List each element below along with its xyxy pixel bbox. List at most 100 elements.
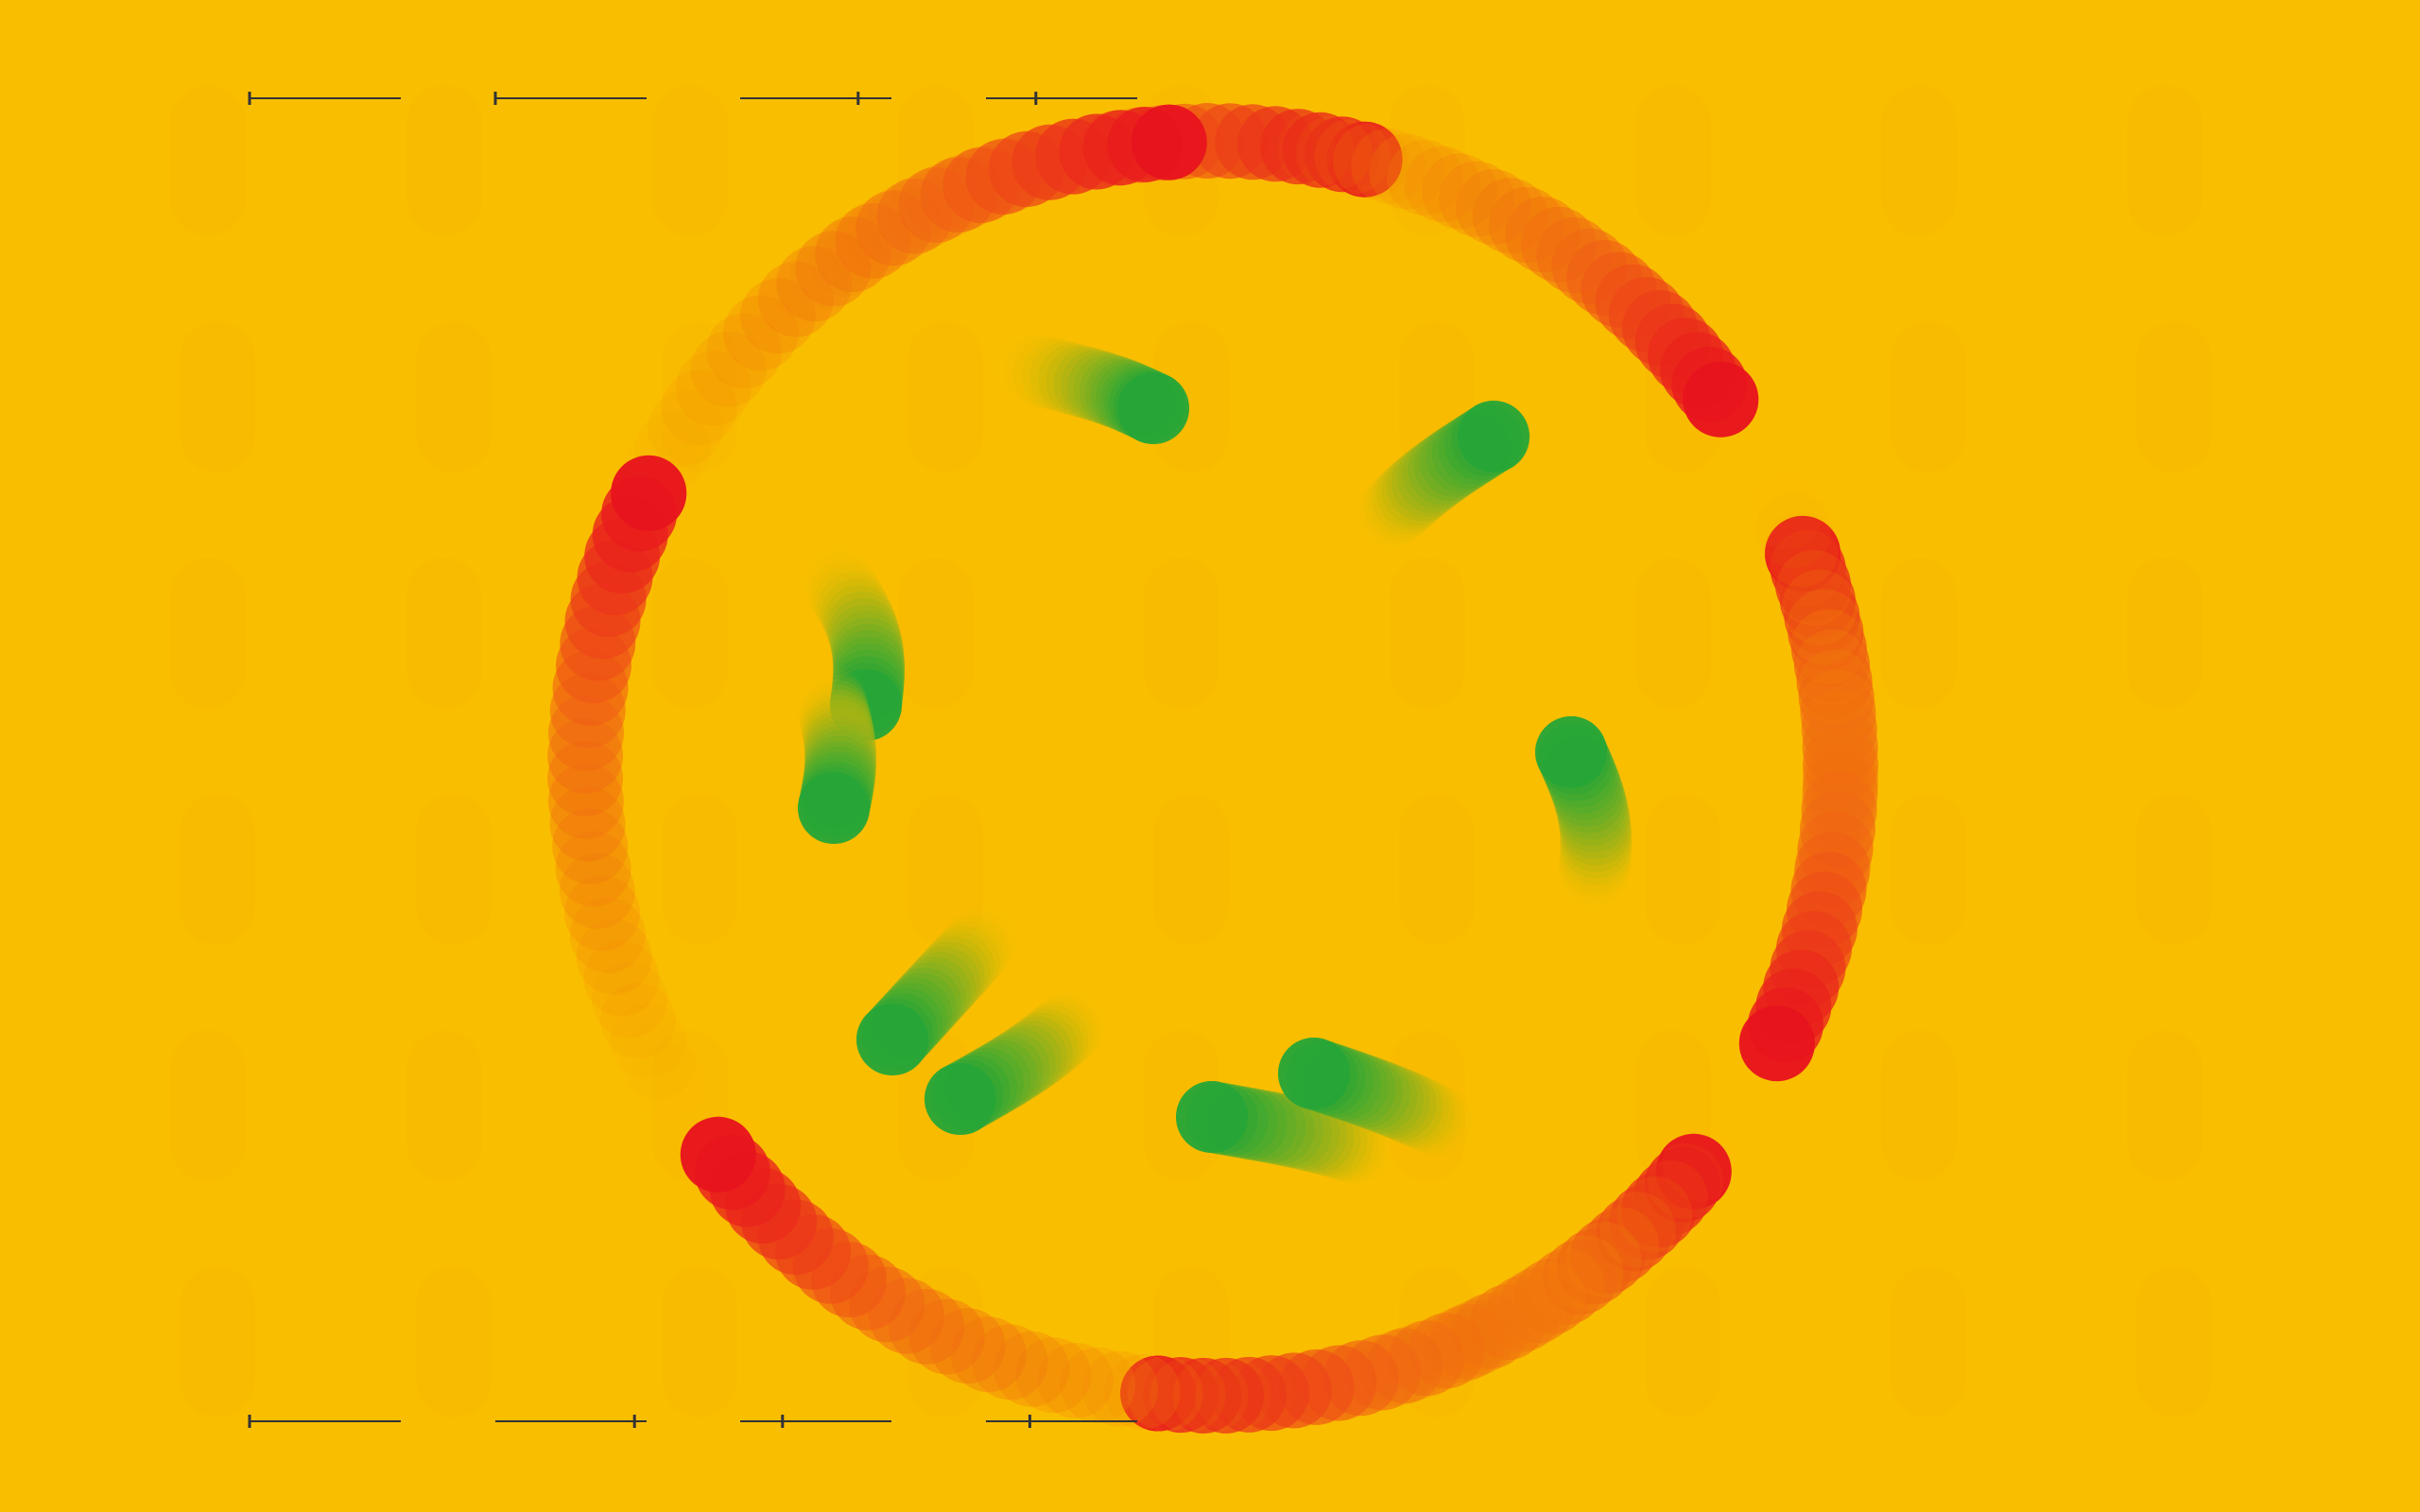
orb-trail-dot (1352, 482, 1425, 555)
orb-trail-dot (1327, 1115, 1400, 1188)
ring-trail-dot (757, 261, 834, 337)
ring-trail-dot (1314, 118, 1391, 195)
ghost-shape (416, 1266, 492, 1418)
top-slider-1[interactable] (248, 92, 401, 105)
ring-trail-dot (1787, 589, 1862, 665)
ring-trail-dot (1790, 609, 1867, 685)
orb-trail-dot (942, 910, 1013, 983)
ghost-shape (1891, 321, 1966, 472)
ghost-shape (180, 321, 255, 472)
orb-head-dot (1278, 1038, 1350, 1109)
orb-trail-dot (946, 905, 1018, 978)
orb-trail-dot (1317, 1111, 1390, 1184)
ring-trail-dot (1456, 169, 1531, 246)
bottom-slider-4[interactable] (986, 1415, 1137, 1428)
orb-trail-dot (1559, 819, 1632, 892)
orb-trail-dot (932, 920, 1004, 993)
ring-trail-dot (1763, 511, 1840, 588)
ring-head-dot (680, 1116, 756, 1193)
orb-head-dot (798, 772, 870, 844)
top-slider-3[interactable] (740, 92, 891, 105)
ring-trail-dot (1404, 146, 1480, 222)
ring-trail-dot (555, 831, 631, 907)
ring-trail-dot (1794, 628, 1871, 705)
ring-trail-dot (1150, 1357, 1226, 1434)
ring-trail-dot (1195, 1357, 1271, 1434)
ring-head-dot (1683, 361, 1759, 438)
ghost-shape (1645, 794, 1720, 945)
ring-trail-dot (619, 1023, 696, 1100)
orb-head-dot (925, 1063, 996, 1135)
ghost-shape (1635, 85, 1711, 236)
ring-head-dot (1655, 1133, 1732, 1210)
orb-trail-dot (1363, 470, 1436, 542)
ghost-shape (662, 1266, 737, 1418)
orb-trail-dot (985, 331, 1058, 404)
orb-trails (795, 331, 1633, 1188)
ghost-shape (406, 1030, 482, 1181)
ring-trail-dot (1565, 1221, 1642, 1297)
orb-trail-dot (810, 559, 883, 632)
ghost-shape (2136, 321, 2212, 472)
ring-trail-dot (1351, 128, 1427, 204)
ring-trail-dot (972, 1324, 1048, 1400)
ring-trail-dot (1430, 1303, 1507, 1380)
ring-head-dot (1131, 104, 1207, 180)
ring-trail-dot (564, 875, 640, 952)
orb-trail-dot (817, 572, 890, 644)
ring-trail-dot (661, 369, 737, 446)
bottom-slider-2[interactable] (495, 1415, 647, 1428)
ghost-shape (1635, 558, 1711, 709)
ghost-shape (1891, 794, 1966, 945)
orb-trail-dot (994, 333, 1067, 405)
ring-trails (547, 103, 1878, 1434)
ghost-shape (1390, 558, 1465, 709)
orb-trail-dot (951, 900, 1023, 972)
ring-trail-dot (1632, 1160, 1708, 1236)
ghost-shape (1881, 85, 1957, 236)
ghost-shape (2136, 794, 2212, 945)
ring-trail-dot (1296, 114, 1373, 191)
ring-head-dot (1765, 515, 1841, 592)
bottom-slider-3[interactable] (740, 1415, 891, 1428)
orb-head-dot (856, 1004, 928, 1075)
slider-controls[interactable] (248, 92, 1137, 1428)
top-slider-2[interactable] (493, 92, 647, 105)
orb-trail-dot (1034, 989, 1107, 1062)
ring-trail-dot (1648, 1143, 1723, 1219)
ring-trail-dot (1510, 1261, 1586, 1337)
ghost-shape (170, 558, 246, 709)
ghost-shape (170, 85, 246, 236)
orb-trail-dot (1026, 997, 1098, 1070)
orb-trail-dot (797, 674, 869, 747)
ring-trail-dot (1529, 1248, 1605, 1325)
ghost-shape (406, 85, 482, 236)
ghost-shape (2127, 1030, 2203, 1181)
ring-trail-dot (1781, 569, 1858, 645)
ring-trail-dot (1472, 178, 1548, 254)
top-slider-4[interactable] (986, 92, 1137, 105)
ghost-shape (416, 321, 492, 472)
ghost-shape (1881, 558, 1957, 709)
ring-trail-dot (706, 313, 783, 389)
ring-trail-dot (1454, 1292, 1530, 1368)
ring-trail-dot (1582, 1207, 1659, 1283)
orb-trail-dot (1409, 1089, 1482, 1161)
ring-trail-dot (1547, 1235, 1624, 1312)
ghost-shape (652, 558, 728, 709)
bottom-slider-1[interactable] (248, 1415, 401, 1428)
ring-trail-dot (1450, 1294, 1527, 1370)
ring-trail-dot (795, 231, 872, 307)
ring-trail-dot (675, 350, 752, 426)
ring-trail-dot (1172, 1358, 1249, 1434)
ring-trail-dot (929, 1308, 1006, 1384)
ring-trail-dot (1369, 133, 1445, 210)
ring-trail-dot (808, 220, 885, 297)
orb-trail-dot (1404, 1086, 1477, 1159)
orb-trail-dot (1556, 845, 1629, 918)
ghost-shape (170, 1030, 246, 1181)
ring-trail-dot (549, 785, 626, 862)
ring-trail-dot (994, 1331, 1070, 1407)
ring-trail-dot (1015, 1337, 1092, 1414)
